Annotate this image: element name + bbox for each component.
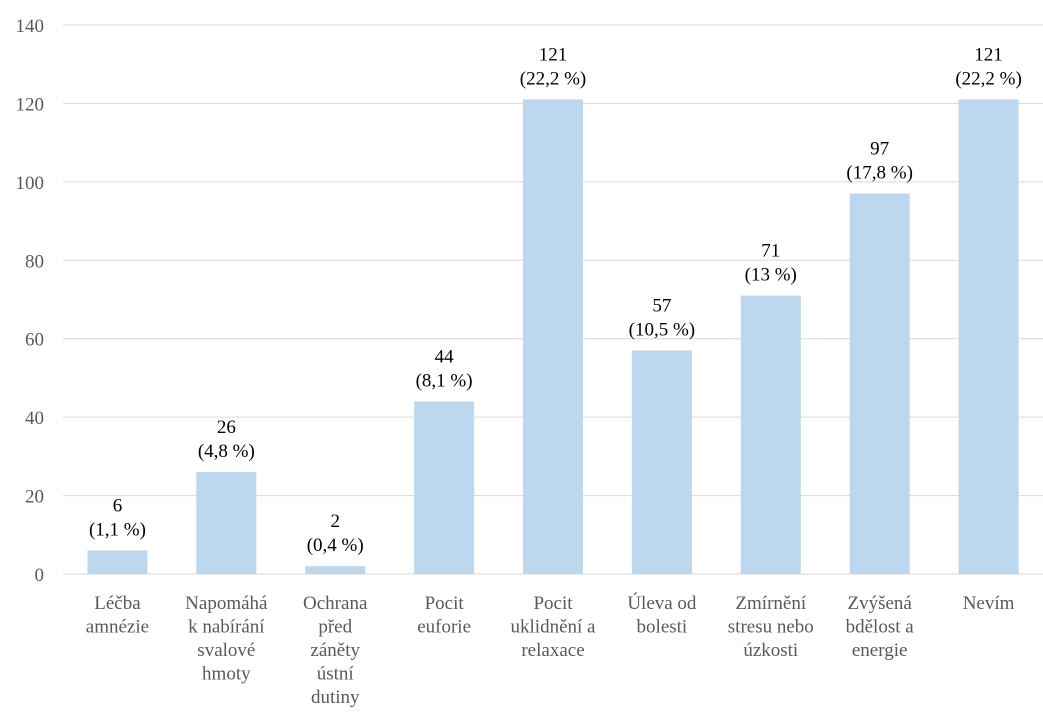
category-label-5: Pocit uklidnění a relaxace — [511, 593, 597, 661]
data-label-percent-9: (22,2 %) — [955, 69, 1021, 90]
bar-1 — [87, 550, 148, 574]
category-label-1: Léčba amnézie — [86, 593, 149, 638]
y-tick-label-0: 0 — [35, 565, 45, 586]
bar-8 — [849, 193, 910, 574]
category-label-8: Zvýšená bdělost a energie — [846, 593, 915, 661]
category-label-7: Zmírnění stresu nebo úzkosti — [728, 593, 814, 661]
y-tick-label-20: 20 — [25, 487, 44, 508]
category-label-6: Úleva od bolesti — [627, 592, 697, 638]
y-tick-label-40: 40 — [25, 408, 44, 429]
category-labels: Léčba amnézie Napomáhá k nabírání svalové hmo… — [86, 592, 1015, 708]
bars — [87, 99, 1019, 574]
data-label-value-4: 44 — [435, 346, 455, 367]
category-label-2: Napomáhá k nabírání svalové hmoty — [185, 593, 268, 685]
data-label-value-6: 57 — [652, 295, 671, 316]
data-label-percent-6: (10,5 %) — [629, 319, 695, 340]
data-label-percent-2: (4,8 %) — [198, 441, 255, 462]
y-tick-label-100: 100 — [16, 173, 45, 194]
data-label-value-9: 121 — [974, 45, 1003, 66]
data-labels: 6 (1,1 %) 26 (4,8 %) 2 (0,4 %) 44 (8,1 %) 121 (22… — [89, 45, 1022, 557]
bar-3 — [305, 566, 366, 574]
data-label-value-1: 6 — [113, 495, 123, 516]
data-label-percent-4: (8,1 %) — [416, 370, 473, 391]
category-label-3: Ochrana před záněty ústní dutiny — [303, 593, 368, 708]
data-label-value-7: 71 — [761, 241, 780, 262]
y-tick-label-80: 80 — [25, 251, 44, 272]
bar-6 — [631, 350, 692, 574]
bar-7 — [740, 295, 801, 574]
data-label-percent-8: (17,8 %) — [846, 163, 912, 184]
data-label-percent-1: (1,1 %) — [89, 519, 146, 540]
data-label-value-2: 26 — [217, 417, 236, 438]
category-label-4: Pocit euforie — [417, 593, 471, 638]
data-label-value-5: 121 — [539, 45, 568, 66]
data-label-percent-3: (0,4 %) — [307, 535, 364, 556]
y-tick-label-140: 140 — [16, 16, 45, 37]
data-label-value-8: 97 — [870, 139, 889, 160]
bar-4 — [414, 401, 475, 574]
data-label-percent-7: (13 %) — [745, 265, 797, 286]
data-label-percent-5: (22,2 %) — [520, 69, 586, 90]
y-axis-tick-labels: 0 20 40 60 80 100 120 140 — [16, 16, 45, 586]
bar-5 — [523, 99, 583, 574]
bar-9 — [958, 99, 1019, 574]
y-tick-label-60: 60 — [25, 330, 44, 351]
y-tick-label-120: 120 — [16, 94, 45, 115]
data-label-value-3: 2 — [330, 511, 340, 532]
bar-2 — [196, 472, 257, 574]
category-label-9: Nevím — [963, 593, 1015, 614]
